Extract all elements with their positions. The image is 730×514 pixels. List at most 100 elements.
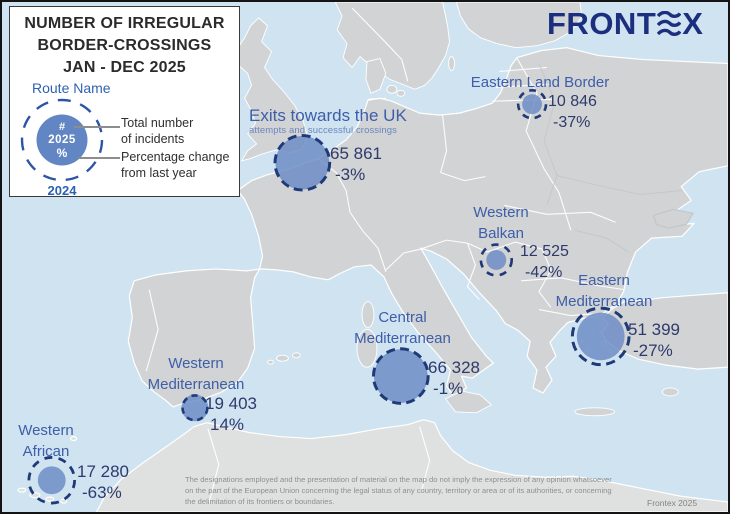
route-change-central-mediterranean: -1% [433,379,464,398]
route-label-eastern-land-border: Eastern Land Border [470,72,610,93]
route-value-exits-uk: 65 861 [330,144,382,163]
country-borders-grey [538,63,683,253]
route-circle-exits-uk [273,133,332,192]
denmark-island-2 [396,89,406,97]
frontex-logo-text-left: FRONT [547,6,657,41]
route-name-eastern-mediterranean-1: Eastern [578,272,630,289]
disclaimer-line-3: the delimitation of its frontiers or bou… [185,497,335,506]
route-value-eastern-land-border: 10 846 [548,93,597,110]
route-change-western-african: -63% [82,483,122,502]
legend-hash-symbol: # [58,120,66,133]
title-line-3: JAN - DEC 2025 [63,59,186,76]
route-change-exits-uk: -3% [335,165,366,184]
legend-route-name-label: Route Name [32,80,111,96]
cyprus-island [661,387,679,397]
route-values-central-mediterranean: 66 328 -1% [428,357,480,399]
route-name-eastern-land-border: Eastern Land Border [470,74,610,91]
route-label-western-balkan: Western Balkan [457,202,545,244]
route-circle-western-balkan [479,243,513,277]
route-circle-western-mediterranean [181,394,209,422]
route-values-western-balkan: 12 525 -42% [520,241,569,283]
landmass-great-britain [236,17,308,162]
route-label-western-mediterranean: Western Mediterranean [144,353,248,395]
map-disclaimer: The designations employed and the presen… [185,474,655,507]
title-line-1: NUMBER OF IRREGULAR [24,15,225,32]
title-line-2: BORDER-CROSSINGS [37,37,212,54]
route-label-eastern-mediterranean: Eastern Mediterranean [550,270,658,312]
route-circle-eastern-mediterranean [570,306,631,367]
corsica-island [361,301,375,328]
landmass-north-africa [95,419,728,512]
legend-total-line-1: Total number [121,116,194,130]
route-name-western-mediterranean-2: Mediterranean [147,376,245,393]
landmass-denmark [365,58,387,94]
legend-box: NUMBER OF IRREGULAR BORDER-CROSSINGS JAN… [9,6,240,198]
landmass-scandinavia [334,2,450,90]
legend-percent-line-1: Percentage change [121,150,230,164]
sardinia-island [356,328,378,368]
disclaimer-line-2: on the part of the European Union concer… [185,486,612,495]
route-name-western-balkan-1: Western [473,204,529,221]
landmass-finland [456,2,583,49]
balearic-island-2 [291,352,301,359]
route-name-central-mediterranean-2: Mediterranean [354,330,451,347]
frontex-credit: Frontex 2025 [647,498,698,508]
canary-island-3 [45,496,55,502]
legend-percent-line-2: from last year [121,166,197,180]
route-label-western-african: Western African [10,420,82,462]
gotland-island [448,56,455,71]
legend-year-symbol: 2025 [48,133,76,146]
country-borders-white [145,7,625,372]
route-name-western-african-2: African [22,443,70,460]
route-circle-eastern-land-border [516,89,548,120]
sicily-island [444,390,493,414]
route-value-eastern-mediterranean: 51 399 [628,320,680,339]
canary-island-2 [29,492,41,499]
route-value-western-african: 17 280 [77,462,129,481]
legend-percent-label: Percentage change from last year [121,149,229,181]
route-circle-central-mediterranean [371,347,430,405]
route-values-eastern-mediterranean: 51 399 -27% [628,319,680,361]
balearic-island-3 [267,359,274,365]
route-values-western-mediterranean: 19 403 14% [205,393,257,435]
route-name-western-mediterranean-1: Western [168,355,224,372]
route-value-central-mediterranean: 66 328 [428,358,480,377]
route-change-eastern-land-border: -37% [553,114,591,131]
route-value-western-balkan: 12 525 [520,243,569,260]
frontex-logo: FRONT X [547,8,703,39]
route-name-western-balkan-2: Balkan [478,225,524,242]
route-subtitle-exits-uk: attempts and successful crossings [249,125,397,136]
route-change-western-balkan: -42% [525,264,563,281]
legend-circle-symbols: # 2025 % [36,114,88,166]
route-values-eastern-land-border: 10 846 -37% [548,91,597,133]
route-value-western-mediterranean: 19 403 [205,394,257,413]
route-circle-western-african [27,456,76,505]
route-name-western-african-1: Western [18,422,74,439]
denmark-island [386,84,398,94]
legend-percent-symbol: % [56,145,68,160]
legend-outer-year-label: 2024 [47,183,77,198]
route-values-western-african: 17 280 -63% [77,461,129,503]
landmass-crimea [652,208,694,229]
legend-pointer-line-percent [78,157,120,159]
crete-island [574,407,616,417]
frontex-logo-text-right: X [682,6,704,41]
legend-pointer-line-total [74,126,120,128]
route-change-western-mediterranean: 14% [210,415,245,434]
balearic-island-1 [276,354,289,362]
route-name-exits-uk: Exits towards the UK [249,106,407,125]
canary-island-1 [17,487,27,493]
legend-total-label: Total number of incidents [121,115,193,147]
route-label-exits-uk: Exits towards the UK attempts and succes… [249,106,407,136]
infographic-title: NUMBER OF IRREGULAR BORDER-CROSSINGS JAN… [10,13,239,79]
route-change-eastern-mediterranean: -27% [633,341,673,360]
disclaimer-line-1: The designations employed and the presen… [185,475,612,484]
route-name-eastern-mediterranean-2: Mediterranean [555,293,653,310]
frontex-wave-e-icon [657,11,682,36]
route-label-central-mediterranean: Central Mediterranean [350,307,455,349]
madeira-island [70,435,78,442]
route-name-central-mediterranean-1: Central [378,309,427,326]
route-values-exits-uk: 65 861 -3% [330,143,382,185]
